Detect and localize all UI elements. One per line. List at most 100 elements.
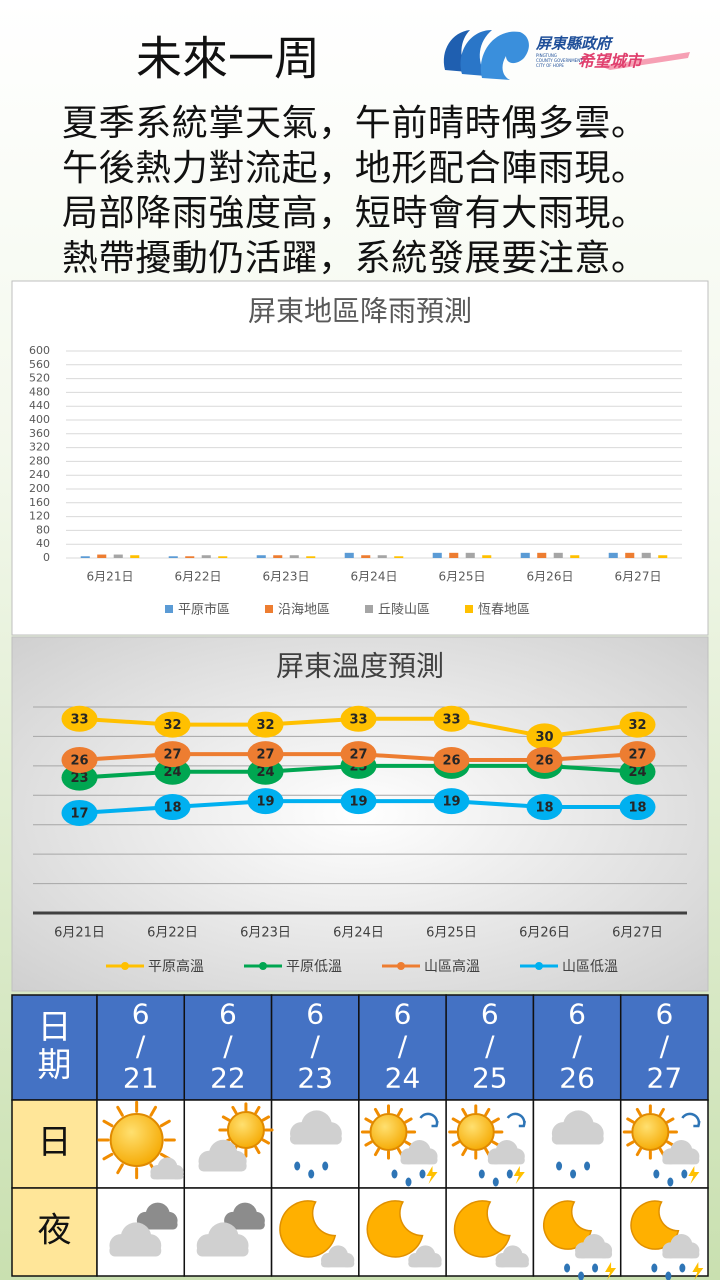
cloud xyxy=(136,1202,178,1230)
bar xyxy=(537,552,547,558)
cloud-part xyxy=(662,1250,700,1259)
y-tick-label: 160 xyxy=(29,496,50,509)
sun-ray xyxy=(491,1117,500,1124)
bar xyxy=(273,555,283,558)
bar xyxy=(641,552,651,558)
x-tick-label: 6月25日 xyxy=(439,570,486,584)
y-tick-label: 320 xyxy=(29,441,50,454)
chart-title: 屏東地區降雨預測 xyxy=(248,295,472,328)
sun-ray xyxy=(261,1138,271,1145)
rain-drop xyxy=(492,1177,499,1187)
y-tick-label: 360 xyxy=(29,427,50,440)
legend-swatch xyxy=(265,605,273,613)
x-tick-label: 6月26日 xyxy=(527,570,574,584)
y-tick-label: 280 xyxy=(29,454,50,467)
sun-ray xyxy=(159,1119,171,1128)
sun-ray xyxy=(658,1107,665,1117)
summary-line: 午後熱力對流起，地形配合陣雨現。 xyxy=(62,148,647,189)
row-label-cell xyxy=(11,1099,98,1189)
data-point xyxy=(247,741,284,768)
rain-drop xyxy=(308,1169,315,1179)
sun-ray xyxy=(451,1117,461,1124)
legend-label: 平原高溫 xyxy=(148,958,204,975)
bar xyxy=(658,555,668,558)
x-tick-label: 6月24日 xyxy=(351,570,398,584)
data-point xyxy=(526,723,563,750)
moon xyxy=(366,1200,424,1258)
data-point xyxy=(247,788,284,815)
y-tick-label: 120 xyxy=(29,510,50,523)
sun-ray xyxy=(396,1107,404,1117)
data-point xyxy=(526,746,563,773)
y-tick-label: 560 xyxy=(29,358,50,371)
header-cell xyxy=(619,994,709,1101)
lightning xyxy=(605,1262,617,1280)
x-tick-label: 6月24日 xyxy=(333,926,384,941)
cloud xyxy=(321,1245,355,1268)
cloud xyxy=(662,1140,700,1165)
sun-ray xyxy=(102,1119,114,1128)
logo-name: 屏東縣政府 xyxy=(535,35,614,53)
sun-ray xyxy=(254,1145,261,1155)
forecast-table: 日期 6/21 6/22 6/23 6/24 6/25 6/26 6/27 日夜 xyxy=(11,994,709,1280)
legend-swatch xyxy=(121,962,129,970)
data-point xyxy=(154,741,191,768)
cloud-part xyxy=(198,1160,247,1172)
rain-drop xyxy=(294,1161,301,1171)
bar xyxy=(256,555,266,558)
page-title: 未來一周 xyxy=(136,32,320,86)
data-label: 19 xyxy=(349,795,367,810)
sun-ray xyxy=(149,1105,157,1117)
logo-english: CITY OF HOPE xyxy=(536,63,564,68)
cloud-part xyxy=(495,1259,529,1268)
legend-swatch xyxy=(397,962,405,970)
legend-label: 恆春地區 xyxy=(478,603,530,618)
row-label: 日 xyxy=(38,1123,72,1163)
header-text: 6/23 xyxy=(297,998,333,1095)
logo-slogan: 希望城市 xyxy=(578,52,645,71)
rain-drop xyxy=(506,1169,513,1179)
lightning xyxy=(426,1166,438,1184)
row-label-cell xyxy=(11,1187,98,1277)
x-tick-label: 6月27日 xyxy=(615,570,662,584)
row-label: 夜 xyxy=(38,1211,72,1251)
data-point xyxy=(61,705,98,732)
moon xyxy=(279,1200,337,1258)
x-tick-label: 6月23日 xyxy=(263,570,310,584)
bar xyxy=(344,552,354,558)
data-label: 26 xyxy=(442,753,460,768)
sun-ray xyxy=(373,1107,381,1117)
x-tick-label: 6月27日 xyxy=(612,926,663,941)
header-text: 6/22 xyxy=(210,998,246,1095)
sun xyxy=(109,1113,164,1167)
rain-drop xyxy=(665,1271,672,1280)
sun xyxy=(226,1111,265,1149)
sun-ray xyxy=(261,1115,271,1122)
cloud-part xyxy=(150,1171,184,1180)
sun-ray xyxy=(635,1147,642,1157)
y-tick-label: 240 xyxy=(29,468,50,481)
bar xyxy=(113,554,123,558)
data-point xyxy=(247,711,284,738)
sun xyxy=(369,1113,408,1151)
sun-ray xyxy=(484,1107,491,1117)
legend-label: 山區低溫 xyxy=(562,959,618,975)
bar xyxy=(608,552,618,558)
legend-swatch xyxy=(535,962,543,970)
bar xyxy=(625,552,635,558)
header-cell xyxy=(270,994,360,1101)
cloud-part xyxy=(408,1259,442,1268)
data-point xyxy=(340,741,377,768)
sun-ray xyxy=(254,1105,261,1115)
bar xyxy=(449,552,459,558)
rain-drop xyxy=(679,1263,686,1273)
logo: 屏東縣政府 希望城市 PINGTUNG COUNTY GOVERNMENT CI… xyxy=(443,30,690,80)
legend-label: 平原低溫 xyxy=(286,959,342,975)
bar xyxy=(289,555,299,558)
cloud xyxy=(575,1234,613,1259)
bar xyxy=(377,555,387,558)
logo-wave xyxy=(480,31,529,80)
rain-drop xyxy=(667,1177,674,1187)
rain-drop xyxy=(570,1169,577,1179)
